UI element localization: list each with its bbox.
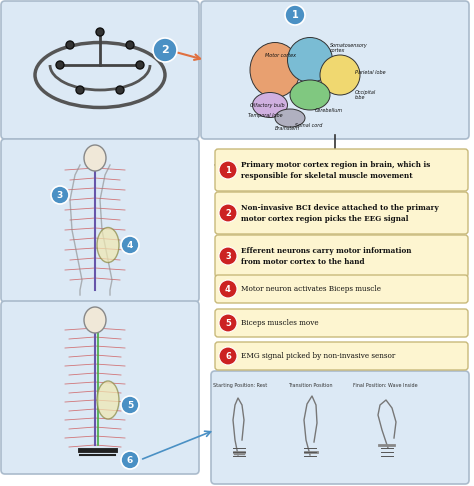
Circle shape xyxy=(219,161,237,179)
Text: 2: 2 xyxy=(225,208,231,218)
Text: 6: 6 xyxy=(225,351,231,361)
Ellipse shape xyxy=(290,80,330,110)
Circle shape xyxy=(285,5,305,25)
Circle shape xyxy=(153,38,177,62)
Text: Non-invasive BCI device attached to the primary: Non-invasive BCI device attached to the … xyxy=(241,204,439,212)
Circle shape xyxy=(66,41,74,49)
Text: Biceps muscles move: Biceps muscles move xyxy=(241,319,319,327)
Text: 5: 5 xyxy=(225,318,231,328)
Ellipse shape xyxy=(97,227,119,262)
FancyBboxPatch shape xyxy=(215,192,468,234)
Text: motor cortex region picks the EEG signal: motor cortex region picks the EEG signal xyxy=(241,215,409,223)
Circle shape xyxy=(121,451,139,469)
Text: 5: 5 xyxy=(127,400,133,410)
Ellipse shape xyxy=(84,307,106,333)
Text: Primary motor cortex region in brain, which is: Primary motor cortex region in brain, wh… xyxy=(241,161,430,169)
Circle shape xyxy=(121,236,139,254)
Text: Motor neuron activates Biceps muscle: Motor neuron activates Biceps muscle xyxy=(241,285,381,293)
Circle shape xyxy=(56,61,64,69)
Ellipse shape xyxy=(320,55,360,95)
Ellipse shape xyxy=(84,145,106,171)
Circle shape xyxy=(219,314,237,332)
Text: Spinal cord: Spinal cord xyxy=(295,122,322,127)
FancyBboxPatch shape xyxy=(215,149,468,191)
FancyBboxPatch shape xyxy=(1,301,199,474)
Text: 3: 3 xyxy=(225,251,231,260)
Text: Parietal lobe: Parietal lobe xyxy=(355,69,386,74)
Circle shape xyxy=(121,396,139,414)
Circle shape xyxy=(219,347,237,365)
Text: responsible for skeletal muscle movement: responsible for skeletal muscle movement xyxy=(241,172,413,180)
FancyBboxPatch shape xyxy=(215,235,468,277)
Text: 6: 6 xyxy=(127,455,133,465)
Text: Brainstem: Brainstem xyxy=(275,125,300,131)
Text: Olfactory bulb: Olfactory bulb xyxy=(250,103,284,107)
FancyBboxPatch shape xyxy=(211,371,469,484)
Ellipse shape xyxy=(253,92,288,118)
Text: Final Position: Wave Inside: Final Position: Wave Inside xyxy=(353,382,417,387)
FancyBboxPatch shape xyxy=(215,342,468,370)
Text: Motor cortex: Motor cortex xyxy=(265,52,296,57)
Text: 1: 1 xyxy=(292,10,298,20)
FancyBboxPatch shape xyxy=(215,275,468,303)
Text: Starting Position: Rest: Starting Position: Rest xyxy=(213,382,267,387)
Ellipse shape xyxy=(288,37,332,83)
Circle shape xyxy=(219,247,237,265)
FancyBboxPatch shape xyxy=(1,1,199,139)
FancyBboxPatch shape xyxy=(215,309,468,337)
Text: from motor cortex to the hand: from motor cortex to the hand xyxy=(241,258,365,266)
Text: Efferent neurons carry motor information: Efferent neurons carry motor information xyxy=(241,247,411,255)
Ellipse shape xyxy=(97,381,119,419)
Text: Transition Position: Transition Position xyxy=(288,382,332,387)
Circle shape xyxy=(76,86,84,94)
Text: 4: 4 xyxy=(225,284,231,294)
Text: Temporal lobe: Temporal lobe xyxy=(248,112,283,118)
Text: 2: 2 xyxy=(161,45,169,55)
Text: Somatosensory
cortex: Somatosensory cortex xyxy=(330,43,368,53)
Text: 1: 1 xyxy=(225,166,231,174)
Text: 3: 3 xyxy=(57,191,63,199)
Text: EMG signal picked by non-invasive sensor: EMG signal picked by non-invasive sensor xyxy=(241,352,395,360)
Circle shape xyxy=(126,41,134,49)
Circle shape xyxy=(116,86,124,94)
Text: Occipital
lobe: Occipital lobe xyxy=(355,89,376,101)
FancyBboxPatch shape xyxy=(201,1,469,139)
FancyBboxPatch shape xyxy=(1,139,199,302)
Circle shape xyxy=(219,280,237,298)
Circle shape xyxy=(136,61,144,69)
Circle shape xyxy=(51,186,69,204)
Text: 4: 4 xyxy=(127,241,133,249)
Text: Cerebellum: Cerebellum xyxy=(315,107,343,112)
Ellipse shape xyxy=(275,109,305,127)
Ellipse shape xyxy=(250,42,300,98)
Circle shape xyxy=(219,204,237,222)
Circle shape xyxy=(96,28,104,36)
